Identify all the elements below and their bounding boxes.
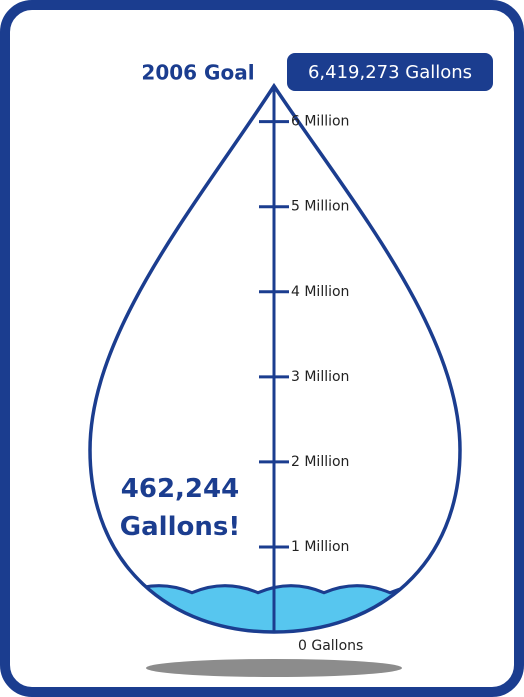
y-tick-label: 0 Gallons xyxy=(298,638,363,654)
y-tick-label: 2 Million xyxy=(291,454,349,470)
shadow xyxy=(146,659,402,677)
y-tick-label: 5 Million xyxy=(291,199,349,215)
chart-title: 2006 Goal xyxy=(141,61,254,85)
y-tick-label: 4 Million xyxy=(291,284,349,300)
value-label: 462,244 Gallons! xyxy=(119,474,241,542)
y-tick-label: 6 Million xyxy=(291,114,349,130)
goal-box xyxy=(287,53,493,91)
y-tick-label: 1 Million xyxy=(291,539,349,555)
water xyxy=(90,585,460,632)
y-tick-label: 3 Million xyxy=(291,369,349,385)
goal-label: 6,419,273 Gallons xyxy=(308,62,472,83)
